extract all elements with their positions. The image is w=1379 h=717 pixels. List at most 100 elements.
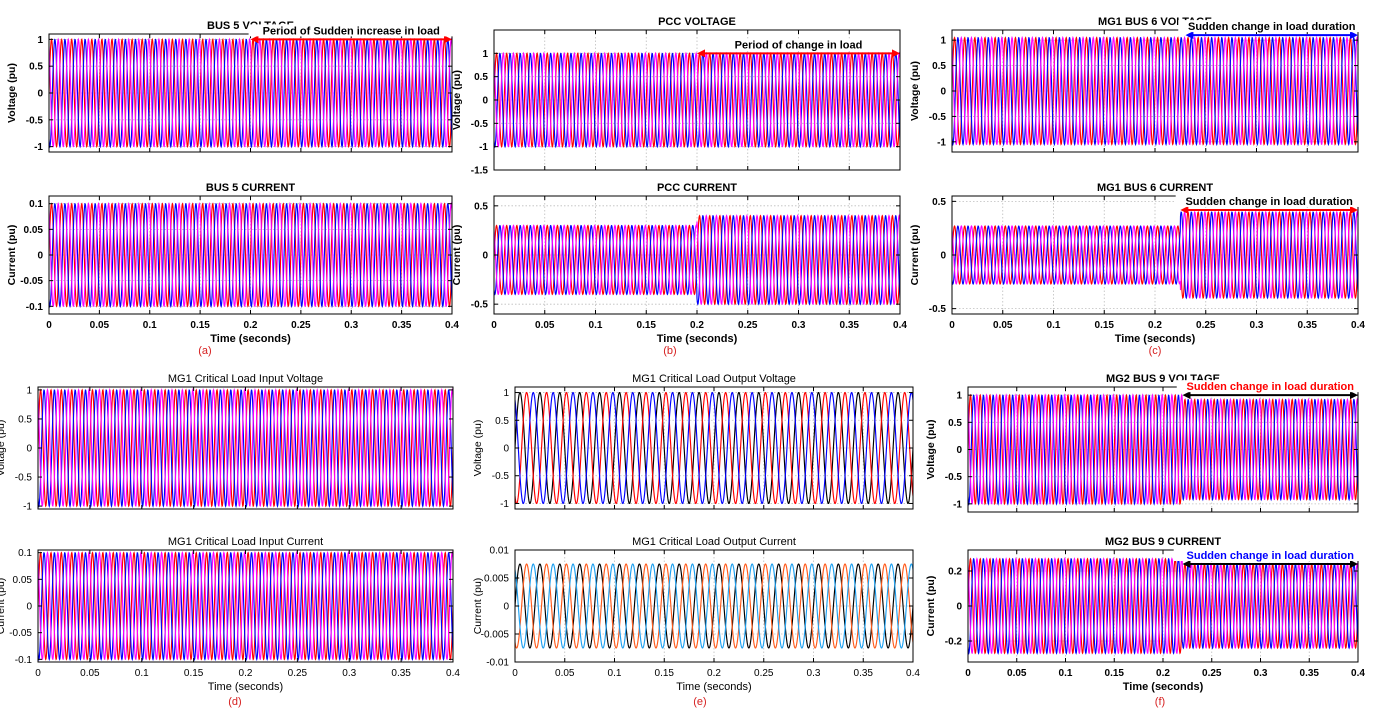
annotation-text: Period of Sudden increase in load xyxy=(263,25,440,37)
y-tick-label: 0.5 xyxy=(474,201,488,212)
annotation-text: Sudden change in load duration xyxy=(1185,196,1353,208)
y-tick-label: 0 xyxy=(37,89,43,100)
y-tick-label: -0.5 xyxy=(929,112,947,123)
series-line-1 xyxy=(38,388,453,508)
chart-b-bottom: 0 0.05 0.1 0.15 0.2 0.25 0.3 0.35 0.4-0.500.5PCC… xyxy=(451,182,907,345)
y-tick-label: 0.5 xyxy=(495,416,509,427)
x-tick-label: 0.15 xyxy=(637,320,657,331)
series-line-2 xyxy=(38,551,453,662)
y-tick-label: -1.5 xyxy=(471,166,489,177)
chart-b-top: -1.5 -1 -0.5 0 0.5 1 PCC VOLTAGE Voltage (pu) Pe… xyxy=(451,16,901,177)
x-tick-label: 0 xyxy=(965,668,971,679)
arrow-head-left xyxy=(1182,560,1191,568)
annotation-background xyxy=(1176,380,1364,393)
x-tick-label: 0.35 xyxy=(854,668,874,679)
series-line-3 xyxy=(49,201,452,308)
series-line-2 xyxy=(49,202,452,309)
y-axis-label: Voltage (pu) xyxy=(451,70,463,130)
chart-title: MG1 Critical Load Output Voltage xyxy=(632,373,796,385)
x-tick-label: 0.15 xyxy=(190,320,210,331)
x-tick-label: 0.2 xyxy=(244,320,258,331)
y-tick-label: 0.5 xyxy=(18,414,32,425)
arrow-head-right xyxy=(1350,391,1358,400)
subfigure-label: (d) xyxy=(228,696,241,708)
annotation-background xyxy=(1173,549,1367,561)
y-tick-label: 0 xyxy=(940,87,946,98)
series-line-1 xyxy=(952,210,1358,300)
chart-title: MG1 Critical Load Input Current xyxy=(168,536,323,548)
y-tick-label: -1 xyxy=(953,499,962,510)
series-line-3 xyxy=(968,393,1358,505)
y-tick-label: -0.5 xyxy=(929,304,947,315)
series-line-2 xyxy=(49,38,452,149)
x-tick-label: 0.3 xyxy=(807,668,821,679)
series-line-1 xyxy=(515,392,913,504)
annotation-background xyxy=(248,24,454,37)
y-tick-label: -0.1 xyxy=(15,655,33,666)
x-tick-label: 0.15 xyxy=(184,668,204,679)
x-tick-label: 0.1 xyxy=(589,320,603,331)
chart-title: MG1 Critical Load Output Current xyxy=(632,536,796,548)
y-tick-label: 0 xyxy=(503,444,509,455)
y-tick-label: 1 xyxy=(940,36,946,47)
series-line-3 xyxy=(38,550,453,661)
series-line-3 xyxy=(952,35,1358,146)
annotation-background xyxy=(1175,194,1363,207)
chart-c-bottom: 0 0.05 0.1 0.15 0.2 0.25 0.3 0.35 0.4-0.500.5MG1… xyxy=(909,182,1365,345)
x-tick-label: 0 xyxy=(512,668,518,679)
y-tick-label: -1 xyxy=(937,137,946,148)
x-tick-label: 0.2 xyxy=(1156,668,1170,679)
annotation-text: Period of change in load xyxy=(735,39,863,51)
chart-title: MG1 BUS 6 CURRENT xyxy=(1097,182,1213,194)
y-axis-label: Voltage (pu) xyxy=(925,420,937,480)
arrow-head-right xyxy=(892,49,900,58)
y-axis-label: Voltage (pu) xyxy=(6,63,18,123)
subfigure-label: (a) xyxy=(198,345,211,357)
y-tick-label: -0.1 xyxy=(26,302,44,313)
x-tick-label: 0.3 xyxy=(792,320,806,331)
series-line-2 xyxy=(952,211,1358,300)
chart-a-bottom: 0 0.05 0.1 0.15 0.2 0.25 0.3 0.35 0.4 -0.1 -0.05 0 0… xyxy=(6,182,459,345)
x-tick-label: 0.2 xyxy=(690,320,704,331)
chart-f-bottom: 0 0.05 0.1 0.15 0.2 0.25 0.3 0.35 0.4 -0.2 0 0.2 MG2… xyxy=(925,536,1367,693)
annotation-arrow: Sudden change in load duration xyxy=(1176,380,1364,400)
y-axis-label: Voltage (pu) xyxy=(909,61,921,121)
y-tick-label: 0 xyxy=(503,602,509,613)
x-tick-label: 0.05 xyxy=(993,320,1013,331)
x-tick-label: 0.05 xyxy=(535,320,555,331)
x-tick-label: 0.3 xyxy=(344,320,358,331)
y-axis-label: Current (pu) xyxy=(909,225,921,286)
x-axis-label: Time (seconds) xyxy=(1123,681,1204,693)
arrow-head-left xyxy=(250,35,259,44)
x-tick-label: 0.4 xyxy=(446,668,460,679)
y-tick-label: 0.5 xyxy=(29,62,43,73)
x-tick-label: 0.35 xyxy=(392,320,412,331)
y-tick-label: 0 xyxy=(482,96,488,107)
arrow-head-right xyxy=(444,35,452,44)
y-tick-label: 1 xyxy=(956,391,962,402)
series-line-1 xyxy=(49,37,452,149)
x-tick-label: 0.3 xyxy=(1254,668,1268,679)
y-tick-label: 0.01 xyxy=(490,546,510,557)
y-tick-label: -0.01 xyxy=(486,658,509,669)
y-tick-label: -0.05 xyxy=(9,628,32,639)
x-tick-label: 0.15 xyxy=(655,668,675,679)
x-tick-label: 0.2 xyxy=(1148,320,1162,331)
series-line-1 xyxy=(968,557,1358,655)
x-tick-label: 0.1 xyxy=(143,320,157,331)
x-axis-label: Time (seconds) xyxy=(657,333,738,345)
y-tick-label: 0.05 xyxy=(24,225,44,236)
x-tick-label: 0.35 xyxy=(1298,320,1318,331)
series-line-3 xyxy=(968,557,1358,654)
y-tick-label: 0.5 xyxy=(932,61,946,72)
x-tick-label: 0 xyxy=(46,320,52,331)
chart-d-bottom: 0 0.05 0.1 0.15 0.2 0.25 0.3 0.35 0.4 -0.1 -0.05 0 0… xyxy=(0,536,460,693)
y-tick-label: -0.5 xyxy=(15,473,33,484)
series-line-1 xyxy=(494,52,900,148)
annotation-background xyxy=(1178,20,1366,33)
chart-title: PCC VOLTAGE xyxy=(658,16,736,28)
annotation-arrow: Period of change in load xyxy=(697,38,900,58)
y-tick-label: -1 xyxy=(23,502,32,513)
